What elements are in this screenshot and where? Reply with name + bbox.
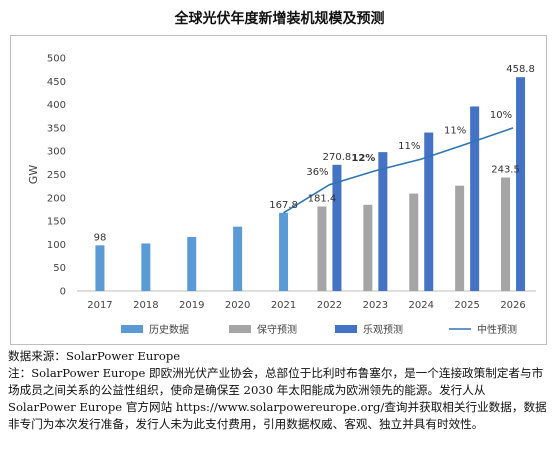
y-tick-label: 350 <box>47 123 66 134</box>
data-label: 458.8 <box>506 64 535 75</box>
legend-swatch-bar <box>121 325 143 333</box>
growth-label: 10% <box>490 110 512 121</box>
legend-label: 保守预测 <box>257 323 297 336</box>
bar-conservative <box>409 193 419 291</box>
notes: 数据来源：SolarPower Europe 注：SolarPower Euro… <box>8 348 553 433</box>
data-label: 181.4 <box>308 193 337 204</box>
x-tick-label: 2017 <box>87 300 112 311</box>
footnote: 注：SolarPower Europe 即欧洲光伏产业协会，总部位于比利时布鲁塞… <box>8 366 547 431</box>
chart-plot: GW 0 50 100 150 200 250 300 350 400 450 500 2017 2018… <box>27 54 536 336</box>
bar-conservative <box>455 185 465 291</box>
x-tick-label: 2025 <box>454 300 479 311</box>
bar-historical <box>233 226 243 291</box>
bar-optimistic <box>378 152 388 291</box>
chart-frame: GW 0 50 100 150 200 250 300 350 400 450 500 2017 2018… <box>10 35 547 345</box>
data-label: 167.8 <box>269 200 298 211</box>
y-tick-label: 250 <box>47 170 66 181</box>
x-tick-label: 2026 <box>500 300 525 311</box>
bar-optimistic <box>332 164 342 291</box>
x-tick-label: 2021 <box>271 300 296 311</box>
x-tick-label: 2018 <box>133 300 158 311</box>
growth-label: 36% <box>306 167 328 178</box>
y-tick-label: 0 <box>60 287 66 298</box>
line-neutral-forecast <box>283 127 514 214</box>
bar-optimistic <box>470 106 480 292</box>
growth-label: 11% <box>398 141 420 152</box>
legend-swatch-bar <box>229 325 251 333</box>
growth-label: 12% <box>351 153 375 164</box>
y-tick-label: 500 <box>47 54 66 65</box>
bar-conservative <box>317 206 327 291</box>
y-tick-label: 200 <box>47 193 66 204</box>
x-tick-label: 2024 <box>409 300 434 311</box>
bar-historical <box>95 245 105 291</box>
x-tick-label: 2019 <box>179 300 204 311</box>
growth-label: 11% <box>444 126 466 137</box>
bar-conservative <box>501 177 511 291</box>
x-tick-label: 2020 <box>225 300 250 311</box>
y-tick-label: 50 <box>53 263 66 274</box>
data-label: 243.5 <box>491 165 520 176</box>
data-source: 数据来源：SolarPower Europe <box>8 349 181 363</box>
bar-conservative <box>363 204 373 291</box>
legend-label: 中性预测 <box>477 323 517 336</box>
data-label: 270.8 <box>323 152 352 163</box>
bar-optimistic <box>424 132 434 291</box>
y-tick-label: 300 <box>47 147 66 158</box>
data-label: 98 <box>94 232 107 243</box>
legend-label: 历史数据 <box>149 323 189 336</box>
legend-label: 乐观预测 <box>363 323 403 336</box>
bar-historical <box>187 236 197 291</box>
bar-historical <box>141 243 151 291</box>
y-tick-label: 450 <box>47 77 66 88</box>
x-tick-label: 2023 <box>363 300 388 311</box>
y-tick-label: 150 <box>47 217 66 228</box>
legend-swatch-bar <box>335 325 357 333</box>
y-axis-label: GW <box>27 165 40 185</box>
y-tick-label: 400 <box>47 100 66 111</box>
x-tick-label: 2022 <box>317 300 342 311</box>
y-tick-label: 100 <box>47 240 66 251</box>
bar-historical <box>279 212 289 291</box>
chart-title: 全球光伏年度新增装机规模及预测 <box>174 11 385 27</box>
bar-optimistic <box>516 77 526 291</box>
